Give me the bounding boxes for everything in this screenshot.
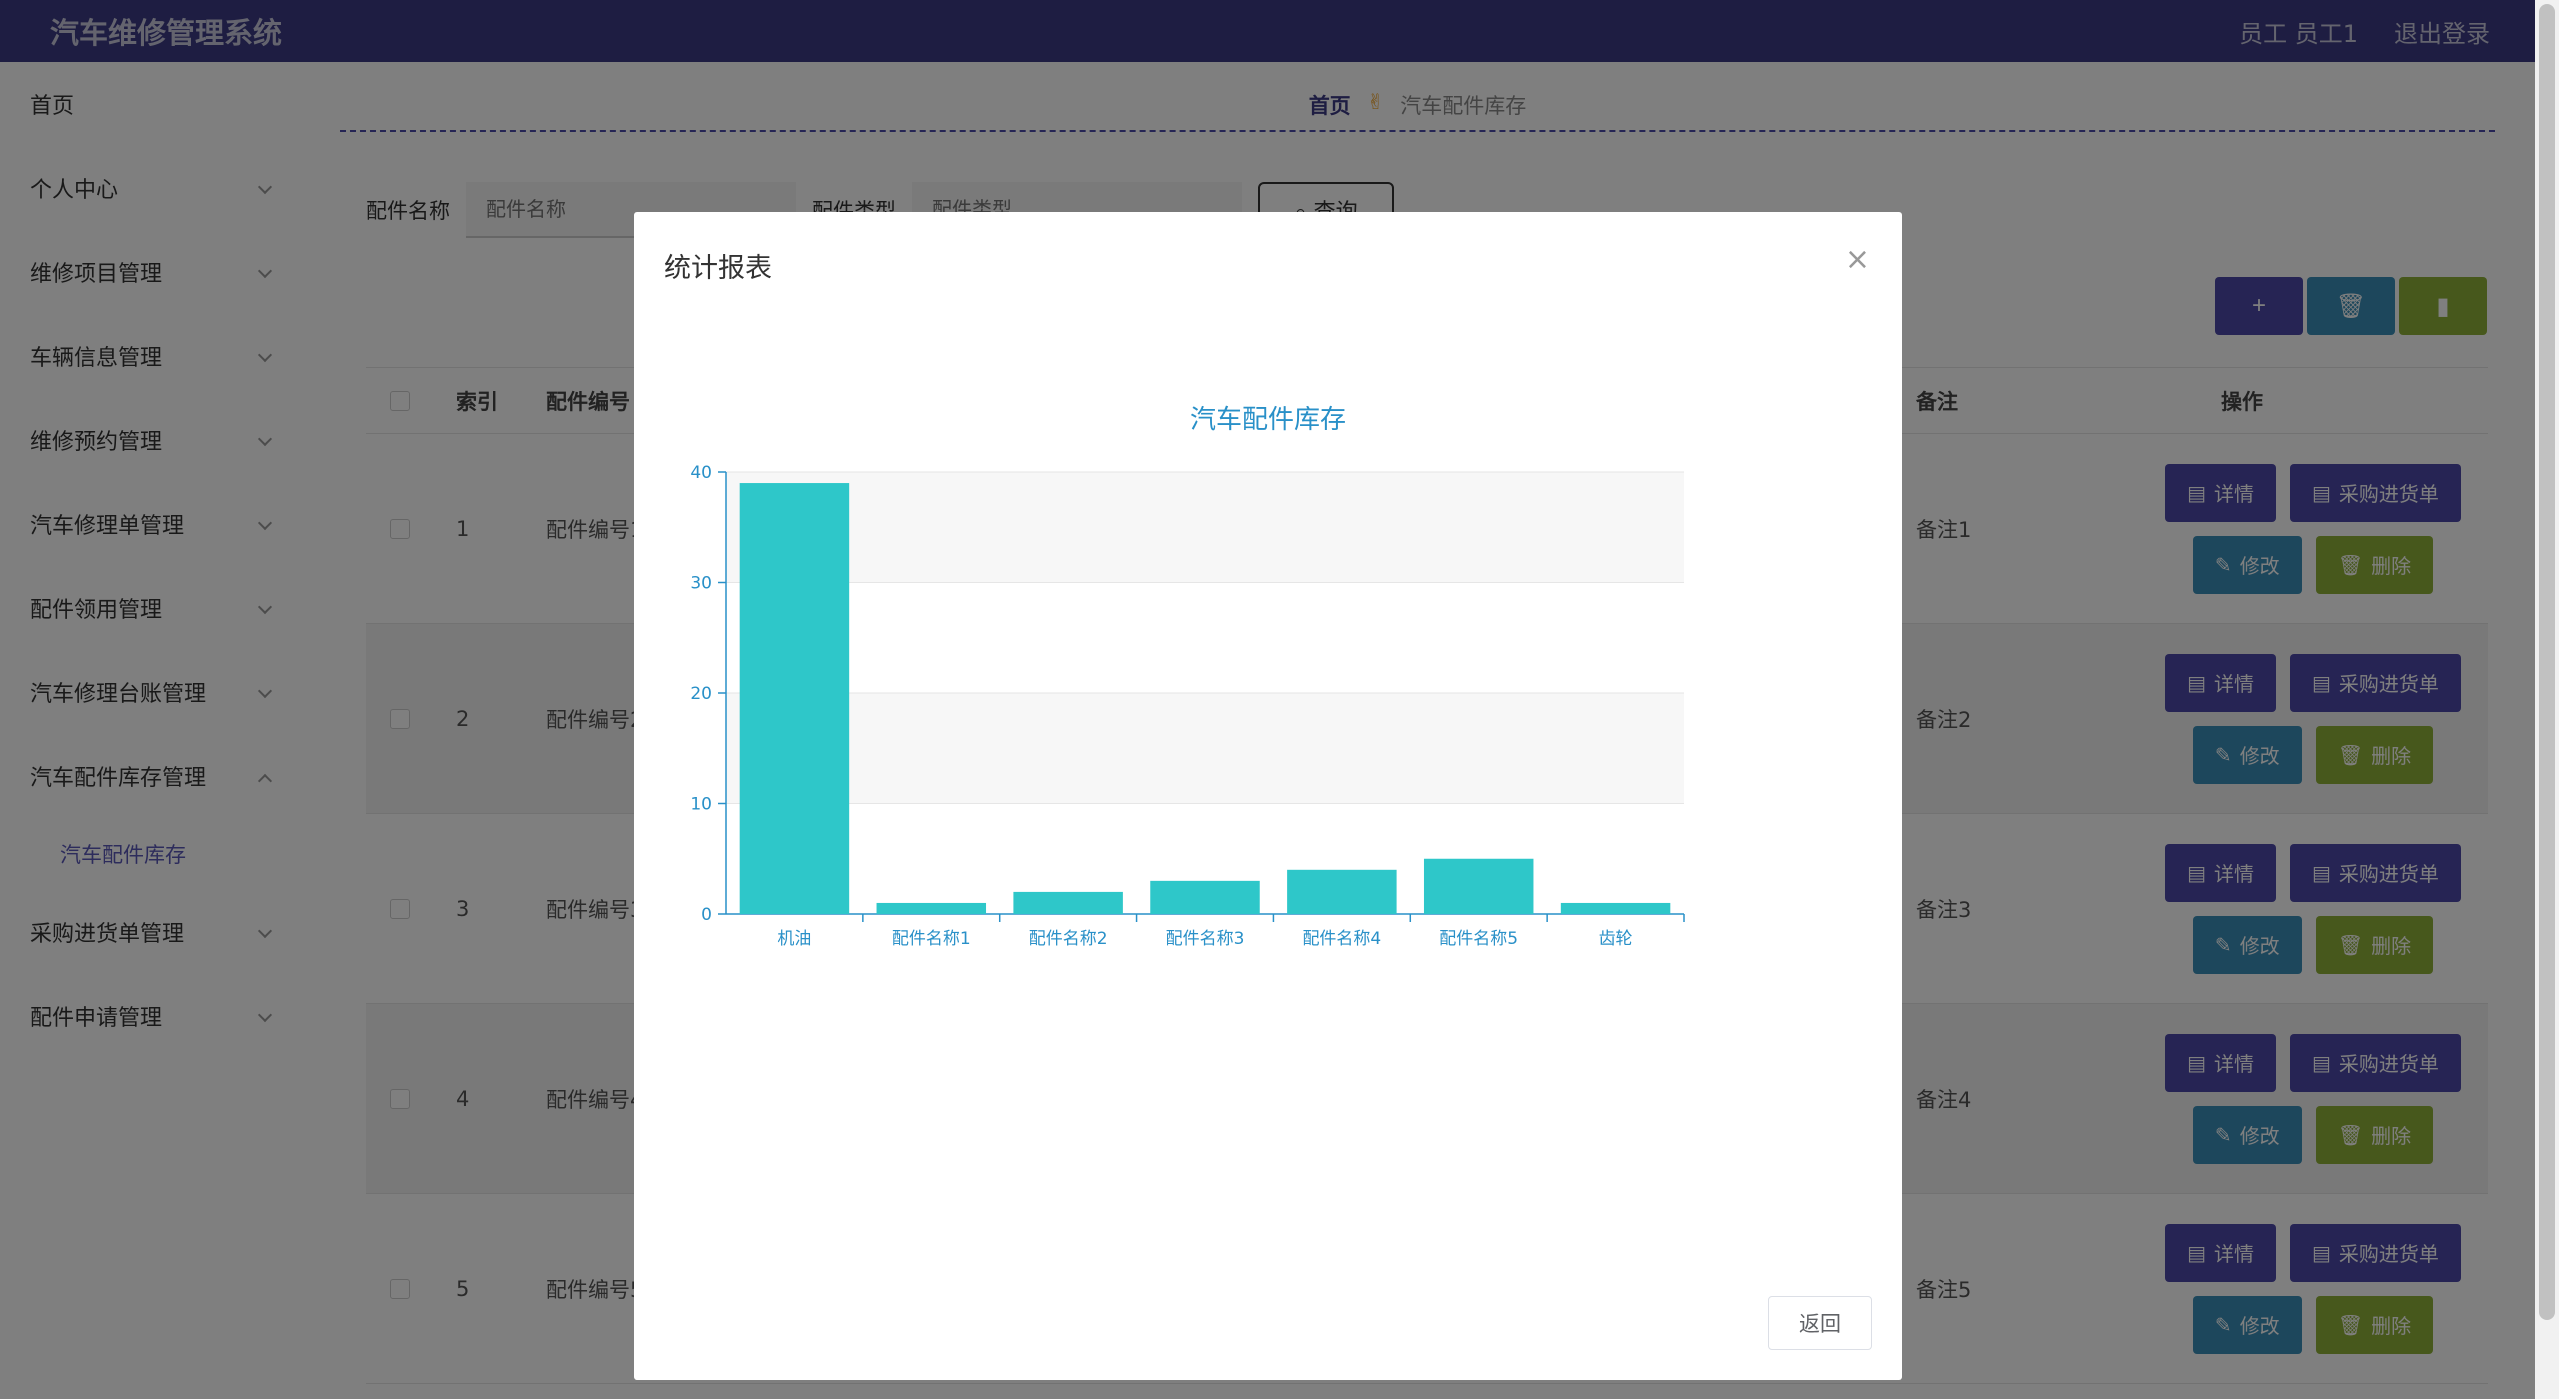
x-tick-label: 配件名称5 — [1439, 929, 1518, 949]
x-tick-label: 齿轮 — [1599, 929, 1633, 949]
x-tick-label: 配件名称1 — [892, 929, 971, 949]
inventory-bar-chart: 汽车配件库存 0 10 20 30 40 机油 配件名称1 配件名称2 配件名称3 配件名称4 配件名… — [690, 405, 1685, 949]
chart-band — [726, 693, 1684, 804]
scrollbar-thumb[interactable] — [2539, 4, 2555, 1320]
bar-6 — [1560, 902, 1671, 914]
y-tick-label: 20 — [690, 684, 712, 704]
x-tick-label: 配件名称2 — [1029, 929, 1108, 949]
bar-4 — [1287, 869, 1397, 914]
close-icon[interactable]: × — [1844, 242, 1870, 277]
stats-report-dialog: 统计报表 × 汽车配件库存 0 10 20 30 40 机油 配件名称1 配件名称2 配件名称3 配… — [634, 212, 1902, 1380]
back-button[interactable]: 返回 — [1768, 1296, 1872, 1350]
bar-3 — [1150, 880, 1260, 914]
y-tick-label: 0 — [701, 905, 712, 925]
bar-0 — [739, 483, 850, 914]
y-tick-label: 40 — [690, 463, 712, 483]
y-tick-label: 10 — [690, 795, 712, 815]
bar-5 — [1423, 858, 1534, 914]
bar-1 — [876, 902, 987, 914]
y-tick-label: 30 — [690, 574, 712, 594]
dialog-title: 统计报表 — [664, 253, 772, 284]
x-tick-label: 配件名称4 — [1302, 929, 1381, 949]
x-tick-label: 机油 — [777, 929, 811, 949]
chart-band — [726, 582, 1684, 693]
chart-band — [726, 472, 1684, 583]
chart-title: 汽车配件库存 — [1190, 405, 1346, 435]
x-tick-label: 配件名称3 — [1166, 929, 1245, 949]
page-scrollbar[interactable] — [2535, 0, 2559, 1399]
bar-2 — [1013, 891, 1123, 914]
